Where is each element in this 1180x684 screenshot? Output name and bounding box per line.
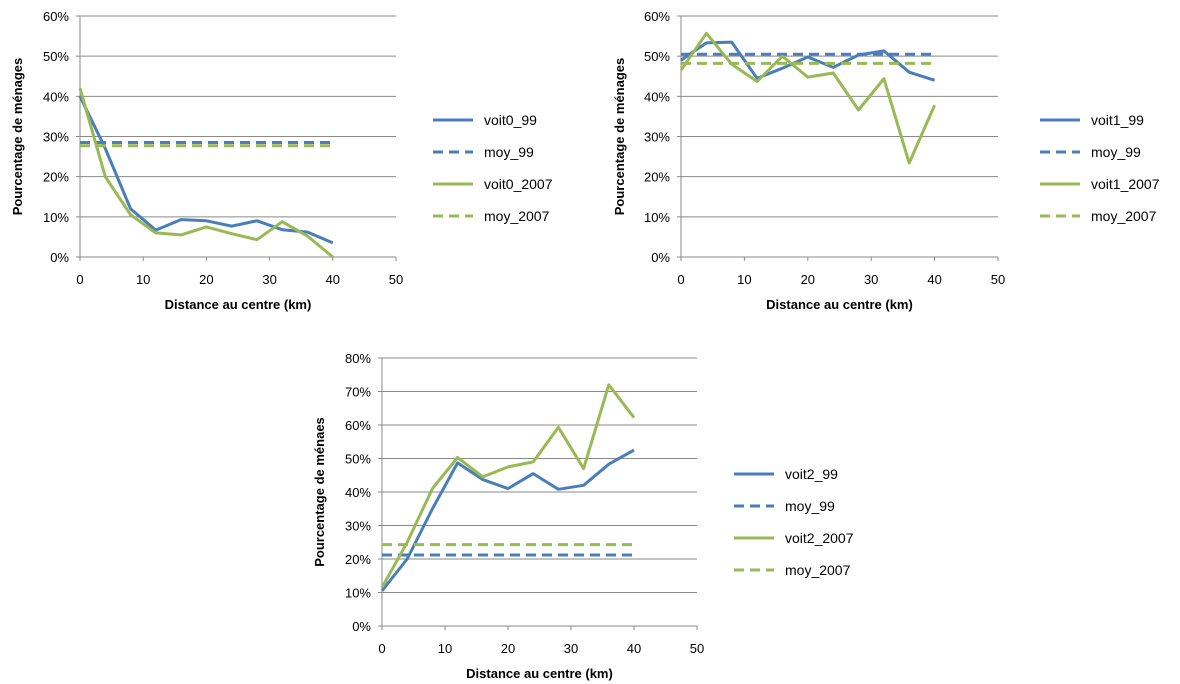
- x-axis-title: Distance au centre (km): [766, 297, 913, 312]
- x-tick-label: 40: [627, 641, 641, 656]
- y-axis-title: Pourcentage de ménages: [612, 58, 627, 216]
- y-tick-label: 50%: [644, 49, 670, 64]
- legend-label: voit1_99: [1091, 112, 1144, 128]
- y-tick-label: 40%: [644, 89, 670, 104]
- x-tick-label: 20: [199, 272, 213, 287]
- x-tick-label: 50: [991, 272, 1005, 287]
- y-tick-label: 60%: [345, 418, 371, 433]
- x-tick-label: 30: [564, 641, 578, 656]
- x-tick-label: 10: [438, 641, 452, 656]
- legend-label: moy_99: [785, 498, 835, 514]
- x-tick-label: 30: [262, 272, 276, 287]
- legend-label: moy_2007: [484, 208, 550, 224]
- y-tick-label: 20%: [644, 170, 670, 185]
- x-tick-label: 50: [690, 641, 704, 656]
- x-axis-title: Distance au centre (km): [165, 297, 312, 312]
- y-tick-label: 50%: [345, 452, 371, 467]
- x-tick-label: 20: [501, 641, 515, 656]
- x-tick-label: 30: [864, 272, 878, 287]
- y-axis-title: Pourcentage de ménages: [10, 58, 25, 216]
- y-tick-label: 30%: [644, 130, 670, 145]
- legend-label: moy_2007: [785, 562, 851, 578]
- legend-label: moy_2007: [1091, 208, 1157, 224]
- x-tick-label: 40: [927, 272, 941, 287]
- legend-label: voit2_2007: [785, 530, 854, 546]
- x-tick-label: 10: [136, 272, 150, 287]
- y-tick-label: 40%: [43, 89, 69, 104]
- x-tick-label: 0: [677, 272, 684, 287]
- x-tick-label: 50: [389, 272, 403, 287]
- y-axis-title: Pourcentage de ménaes: [312, 417, 327, 567]
- x-tick-label: 40: [326, 272, 340, 287]
- y-tick-label: 80%: [345, 351, 371, 366]
- legend-label: voit2_99: [785, 466, 838, 482]
- y-tick-label: 0%: [651, 250, 670, 265]
- y-tick-label: 10%: [43, 210, 69, 225]
- legend-label: voit1_2007: [1091, 176, 1160, 192]
- series-line-voit0_99: [78, 95, 334, 245]
- series-line-voit1_99: [680, 40, 936, 82]
- legend-label: moy_99: [1091, 144, 1141, 160]
- y-tick-label: 30%: [43, 130, 69, 145]
- y-tick-label: 10%: [644, 210, 670, 225]
- y-tick-label: 50%: [43, 49, 69, 64]
- y-tick-label: 0%: [50, 250, 69, 265]
- x-tick-label: 0: [378, 641, 385, 656]
- y-tick-label: 60%: [644, 9, 670, 24]
- series-line-voit1_2007: [679, 31, 936, 165]
- series-line-voit2_2007: [380, 383, 636, 589]
- y-tick-label: 0%: [352, 619, 371, 634]
- x-tick-label: 20: [801, 272, 815, 287]
- legend-label: moy_99: [484, 144, 534, 160]
- x-tick-label: 10: [737, 272, 751, 287]
- chart-1: 0% 10% 20% 30% 40% 50% 60% 0 10 20 30 40 50 Distance …: [10, 9, 553, 312]
- legend-label: voit0_2007: [484, 176, 553, 192]
- y-tick-label: 20%: [345, 552, 371, 567]
- x-axis-title: Distance au centre (km): [466, 666, 613, 681]
- y-tick-label: 40%: [345, 485, 371, 500]
- y-tick-label: 30%: [345, 519, 371, 534]
- chart-3: 0% 10% 20% 30% 40% 50% 60% 70% 80% 0 10 20 30 40 50 Dis…: [312, 351, 854, 681]
- y-tick-label: 70%: [345, 385, 371, 400]
- legend-label: voit0_99: [484, 112, 537, 128]
- y-tick-label: 60%: [43, 9, 69, 24]
- y-tick-label: 20%: [43, 170, 69, 185]
- series-line-voit0_2007: [78, 87, 334, 259]
- y-tick-label: 10%: [345, 586, 371, 601]
- x-tick-label: 0: [76, 272, 83, 287]
- chart-2: 0% 10% 20% 30% 40% 50% 60% 0 10 20 30 40 50 Distance …: [612, 9, 1160, 312]
- series-line-voit2_99: [380, 448, 635, 592]
